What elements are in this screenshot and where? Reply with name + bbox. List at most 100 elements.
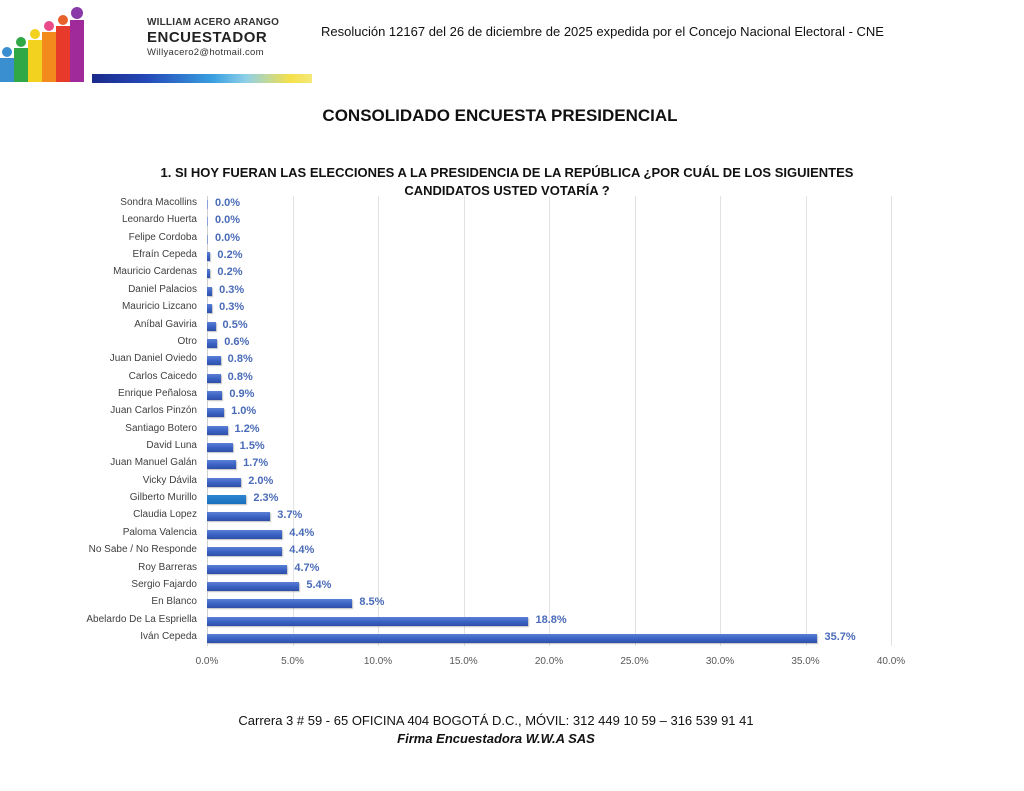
bar (207, 425, 228, 435)
bar (207, 599, 353, 609)
x-tick-label: 25.0% (620, 656, 649, 667)
pollster-role: ENCUESTADOR (147, 29, 268, 46)
category-label: Gilberto Murillo (129, 492, 197, 504)
bar-row: Daniel Palacios 0.3% (0, 283, 1024, 300)
value-label: 0.0% (215, 214, 241, 227)
bar-row: Abelardo De La Espriella 18.8% (0, 613, 1024, 630)
category-label: Santiago Botero (125, 422, 197, 434)
bar-row: Juan Carlos Pinzón 1.0% (0, 404, 1024, 421)
value-label: 0.3% (219, 301, 245, 314)
category-label: Juan Daniel Oviedo (109, 353, 197, 365)
value-label: 0.9% (229, 387, 255, 400)
bar-row: Mauricio Lizcano 0.3% (0, 300, 1024, 317)
value-label: 0.6% (224, 335, 250, 348)
x-tick-label: 30.0% (705, 656, 735, 667)
bar-row: Juan Manuel Galán 1.7% (0, 456, 1024, 473)
bar (207, 286, 213, 296)
value-label: 5.4% (306, 578, 332, 591)
category-label: No Sabe / No Responde (88, 544, 197, 556)
category-label: Juan Carlos Pinzón (110, 405, 197, 417)
value-label: 18.8% (535, 613, 567, 626)
gridline (549, 196, 550, 646)
value-label: 0.3% (219, 283, 245, 296)
bar-row: Juan Daniel Oviedo 0.8% (0, 352, 1024, 369)
x-tick-label: 15.0% (449, 656, 478, 667)
bar (207, 390, 223, 400)
value-label: 3.7% (277, 509, 303, 522)
gridline (378, 196, 379, 646)
bar (207, 338, 218, 348)
bar (207, 460, 237, 470)
value-label: 4.7% (294, 561, 320, 574)
value-label: 2.3% (253, 492, 279, 505)
value-label: 4.4% (289, 526, 315, 539)
category-label: Enrique Peñalosa (118, 387, 197, 399)
y-axis-line (207, 196, 208, 646)
bar-row: Vicky Dávila 2.0% (0, 474, 1024, 491)
bar-row: Carlos Caicedo 0.8% (0, 370, 1024, 387)
bar (207, 443, 233, 453)
bar (207, 477, 242, 487)
pollster-name: WILLIAM ACERO ARANGO (147, 17, 280, 28)
bar (207, 529, 283, 539)
category-label: Iván Cepeda (140, 631, 197, 642)
gridline (292, 196, 294, 646)
category-label: Paloma Valencia (122, 526, 197, 538)
bar-row: Sondra Macollins 0.0% (0, 196, 1024, 213)
bar (207, 581, 300, 591)
bar (207, 564, 288, 574)
category-label: Efraín Cepeda (132, 249, 198, 261)
category-label: Juan Manuel Galán (110, 457, 197, 469)
bar-row: Roy Barreras 4.7% (0, 561, 1024, 578)
category-label: Sergio Fajardo (131, 578, 197, 590)
footer-firm: Firma Encuestadora W.W.A SAS (397, 731, 595, 746)
bar (207, 356, 221, 366)
x-tick-label: 10.0% (363, 656, 393, 667)
bar-row: Sergio Fajardo 5.4% (0, 578, 1024, 595)
bar (207, 495, 247, 505)
value-label: 4.4% (289, 544, 315, 557)
x-tick-label: 20.0% (534, 656, 564, 667)
value-label: 0.5% (222, 318, 248, 331)
people-figures-icon (0, 7, 84, 82)
resolution-text: Resolución 12167 del 26 de diciembre de … (321, 24, 884, 39)
gridline (891, 196, 892, 646)
gridline (805, 196, 807, 646)
value-label: 1.0% (231, 405, 257, 418)
x-tick-label: 40.0% (876, 656, 906, 667)
category-label: Mauricio Cardenas (113, 266, 197, 278)
x-tick-label: 5.0% (281, 656, 304, 667)
bar (207, 252, 211, 262)
page-title: CONSOLIDADO ENCUESTA PRESIDENCIAL (322, 106, 678, 125)
category-label: Daniel Palacios (128, 283, 197, 295)
bar-row: Otro 0.6% (0, 335, 1024, 352)
category-label: Felipe Cordoba (128, 231, 197, 243)
bar (207, 373, 221, 383)
value-label: 0.0% (215, 197, 241, 209)
bar (207, 408, 225, 418)
bar (207, 634, 818, 643)
bar-row: Mauricio Cardenas 0.2% (0, 265, 1024, 282)
bar (207, 200, 208, 209)
category-label: Claudia Lopez (133, 509, 197, 521)
value-label: 0.2% (217, 266, 243, 279)
value-label: 1.7% (243, 457, 269, 470)
category-label: Carlos Caicedo (128, 370, 197, 382)
bar-row: Enrique Peñalosa 0.9% (0, 387, 1024, 404)
x-tick-label: 35.0% (791, 656, 820, 667)
x-tick-label: 0.0% (195, 656, 219, 667)
bar-row: Leonardo Huerta 0.0% (0, 213, 1024, 230)
bar-row: Paloma Valencia 4.4% (0, 526, 1024, 543)
value-label: 35.7% (824, 631, 856, 643)
category-label: En Blanco (151, 596, 197, 608)
bar-row: En Blanco 8.5% (0, 595, 1024, 612)
bar (207, 269, 211, 279)
category-label: Mauricio Lizcano (121, 301, 197, 313)
bar-row: Felipe Cordoba 0.0% (0, 231, 1024, 248)
bar-row: Gilberto Murillo 2.3% (0, 491, 1024, 508)
value-label: 2.0% (248, 474, 274, 487)
gridline (720, 196, 721, 646)
pollster-logo: WILLIAM ACERO ARANGO ENCUESTADOR Willyac… (0, 0, 312, 84)
category-label: Vicky Dávila (142, 474, 197, 486)
